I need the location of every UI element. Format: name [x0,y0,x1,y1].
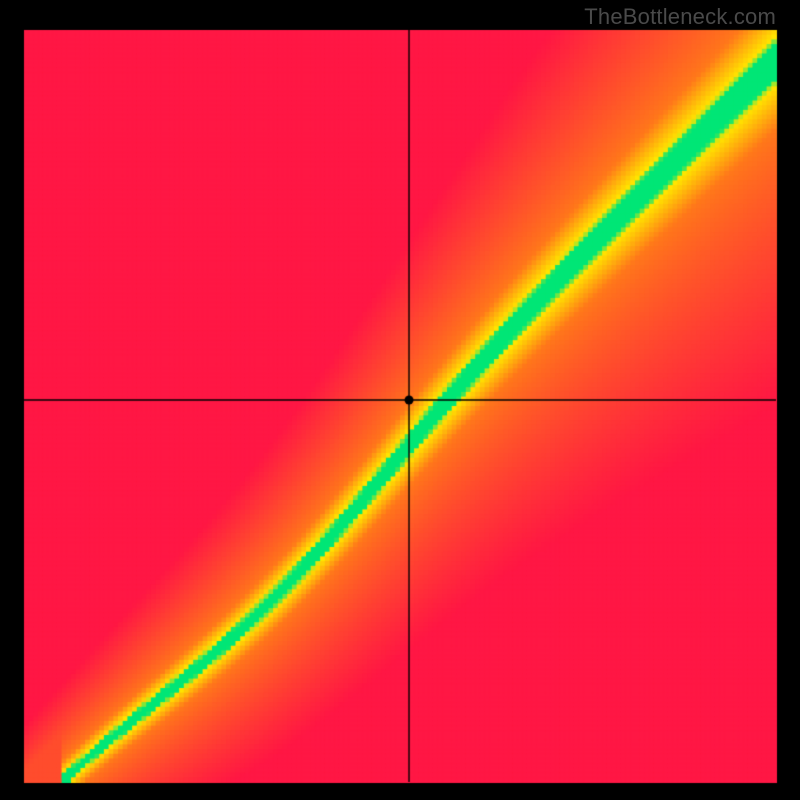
chart-container: TheBottleneck.com [0,0,800,800]
watermark-text: TheBottleneck.com [584,4,776,30]
heatmap-canvas [0,0,800,800]
